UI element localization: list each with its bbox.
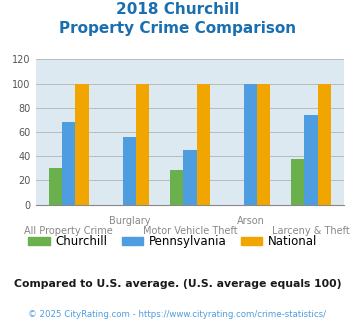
- Bar: [123, 137, 136, 205]
- Text: Motor Vehicle Theft: Motor Vehicle Theft: [143, 226, 237, 236]
- Legend: Churchill, Pennsylvania, National: Churchill, Pennsylvania, National: [24, 230, 322, 253]
- Bar: [62, 122, 76, 205]
- Text: Burglary: Burglary: [109, 216, 150, 226]
- Text: 2018 Churchill: 2018 Churchill: [116, 2, 239, 16]
- Bar: [244, 83, 257, 205]
- Bar: [197, 83, 210, 205]
- Bar: [318, 83, 331, 205]
- Bar: [304, 115, 318, 205]
- Text: Property Crime Comparison: Property Crime Comparison: [59, 21, 296, 36]
- Text: Arson: Arson: [236, 216, 264, 226]
- Text: © 2025 CityRating.com - https://www.cityrating.com/crime-statistics/: © 2025 CityRating.com - https://www.city…: [28, 310, 327, 319]
- Text: Compared to U.S. average. (U.S. average equals 100): Compared to U.S. average. (U.S. average …: [14, 279, 341, 289]
- Bar: [49, 168, 62, 205]
- Bar: [257, 83, 271, 205]
- Bar: [136, 83, 149, 205]
- Text: Larceny & Theft: Larceny & Theft: [272, 226, 350, 236]
- Text: All Property Crime: All Property Crime: [24, 226, 113, 236]
- Bar: [291, 159, 304, 205]
- Bar: [183, 150, 197, 205]
- Bar: [170, 170, 183, 205]
- Bar: [76, 83, 89, 205]
